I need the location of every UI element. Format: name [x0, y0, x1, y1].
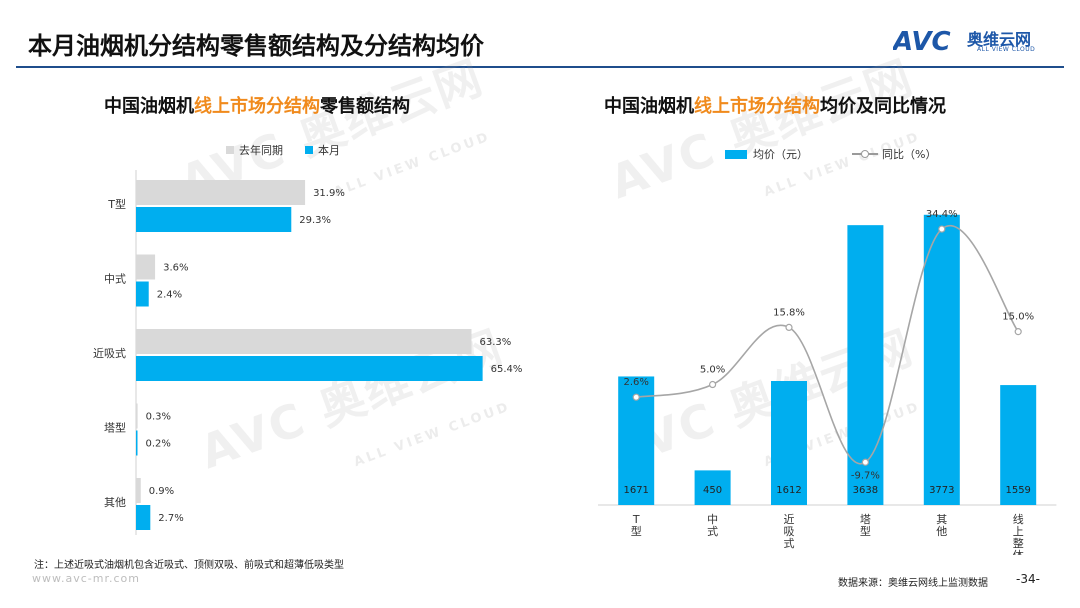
- category-label: 型: [860, 524, 871, 538]
- bar-last-year: [136, 329, 472, 354]
- legend-last-year-swatch: [226, 146, 234, 154]
- right-combo-chart: 1671T型450中式1612近吸式3638塔型3773其他1559线上整体2.…: [598, 209, 1057, 555]
- yoy-label: 34.4%: [926, 209, 958, 220]
- data-label: 3.6%: [163, 263, 188, 274]
- svg-text:AVC: AVC: [893, 27, 951, 56]
- footnote: 注：上述近吸式油烟机包含近吸式、顶侧双吸、前吸式和超薄低吸类型: [34, 560, 344, 571]
- left-chart-legend: 去年同期 本月: [226, 142, 340, 158]
- right-title-highlight: 线上市场分结构: [694, 96, 820, 117]
- yoy-label: 2.6%: [623, 377, 648, 388]
- category-label: 式: [784, 537, 795, 550]
- bar-value-label: 1612: [776, 485, 801, 496]
- right-title-suffix: 均价及同比情况: [820, 96, 946, 117]
- category-label: T: [632, 513, 640, 526]
- category-label: 上: [1013, 525, 1024, 538]
- data-source: 数据来源：奥维云网线上监测数据: [838, 578, 988, 589]
- yoy-point: [938, 225, 946, 233]
- category-label: 式: [707, 525, 718, 538]
- bar-value-label: 450: [703, 485, 722, 496]
- left-title-highlight: 线上市场分结构: [194, 96, 320, 117]
- bar-avg-price: [771, 381, 807, 505]
- right-chart-title: 中国油烟机线上市场分结构均价及同比情况: [604, 92, 946, 118]
- bar-value-label: 3773: [929, 485, 954, 496]
- yoy-label: 5.0%: [700, 365, 725, 376]
- bar-current: [136, 207, 292, 232]
- left-title-prefix: 中国油烟机: [104, 96, 194, 117]
- category-label: 体: [1013, 548, 1024, 555]
- avc-logo: AVC 奥维云网 ALL VIEW CLOUD: [891, 26, 1063, 58]
- data-label: 63.3%: [479, 337, 511, 348]
- bar-value-label: 3638: [853, 485, 878, 496]
- left-chart-title: 中国油烟机线上市场分结构零售额结构: [104, 92, 410, 118]
- legend-price-label: 均价（元）: [753, 148, 808, 161]
- avc-logo-mark-icon: AVC: [891, 27, 951, 57]
- bar-last-year: [136, 254, 156, 280]
- category-label: 他: [936, 525, 947, 538]
- category-label: 中: [707, 513, 718, 526]
- legend-price-swatch: [725, 149, 747, 159]
- legend-current-swatch: [305, 146, 313, 154]
- bar-avg-price: [1000, 385, 1037, 505]
- bar-avg-price: [923, 214, 960, 505]
- data-label: 65.4%: [491, 364, 523, 375]
- yoy-point: [1014, 328, 1022, 336]
- title-divider: [16, 66, 1064, 68]
- bar-avg-price: [847, 225, 884, 505]
- left-bar-chart: T型 31.9% 29.3% 中式 3.6% 2.4% 近吸式 63.3% 65.4% 塔型 0.3…: [93, 170, 523, 535]
- bar-last-year: [136, 478, 141, 503]
- bar-value-label: 1559: [1005, 485, 1030, 496]
- yoy-label: -9.7%: [851, 470, 880, 481]
- bar-value-label: 1671: [623, 485, 648, 496]
- website-url: www.avc-mr.com: [32, 572, 140, 585]
- legend-yoy-label: 同比（%）: [882, 148, 937, 161]
- bar-current: [136, 505, 151, 530]
- category-label: 型: [631, 524, 642, 538]
- category-label: 整: [1013, 536, 1024, 550]
- data-label: 0.2%: [146, 439, 171, 450]
- legend-current-label: 本月: [318, 144, 340, 157]
- bar-avg-price: [694, 470, 731, 505]
- yoy-point: [709, 380, 717, 389]
- legend-last-year-label: 去年同期: [239, 144, 283, 157]
- category-label: 其: [936, 513, 947, 526]
- yoy-point: [632, 393, 640, 401]
- data-label: 29.3%: [299, 215, 331, 226]
- page-number: -34-: [1016, 572, 1040, 586]
- right-title-prefix: 中国油烟机: [604, 96, 694, 117]
- yoy-point: [861, 458, 869, 466]
- left-title-suffix: 零售额结构: [320, 96, 410, 117]
- bar-last-year: [136, 180, 306, 205]
- data-label: 31.9%: [313, 188, 345, 199]
- category-label: 塔: [860, 513, 871, 526]
- category-label: 中式: [104, 273, 126, 286]
- category-label: 塔型: [104, 421, 126, 435]
- logo-text-cn: 奥维云网: [967, 30, 1032, 49]
- category-label: 吸: [784, 525, 795, 538]
- page-title: 本月油烟机分结构零售额结构及分结构均价: [28, 32, 484, 60]
- category-label: 线: [1013, 512, 1024, 526]
- logo-text-en: ALL VIEW CLOUD: [977, 46, 1036, 53]
- bar-last-year: [136, 403, 138, 429]
- category-label: 其他: [104, 496, 126, 509]
- data-label: 0.9%: [149, 486, 174, 497]
- data-label: 2.7%: [158, 513, 183, 524]
- data-label: 0.3%: [146, 412, 171, 423]
- yoy-line: [636, 225, 1019, 465]
- yoy-label: 15.0%: [1002, 312, 1034, 323]
- bar-current: [136, 281, 149, 307]
- category-label: 近: [784, 513, 795, 526]
- category-label: T型: [107, 197, 126, 211]
- yoy-label: 15.8%: [773, 307, 805, 318]
- bar-current: [136, 356, 483, 381]
- yoy-point: [785, 323, 793, 332]
- category-label: 近吸式: [93, 347, 126, 360]
- right-chart-legend: 均价（元） 同比（%）: [725, 146, 936, 162]
- legend-yoy-line-icon: [852, 149, 878, 159]
- data-label: 2.4%: [157, 290, 182, 301]
- bar-current: [136, 430, 138, 456]
